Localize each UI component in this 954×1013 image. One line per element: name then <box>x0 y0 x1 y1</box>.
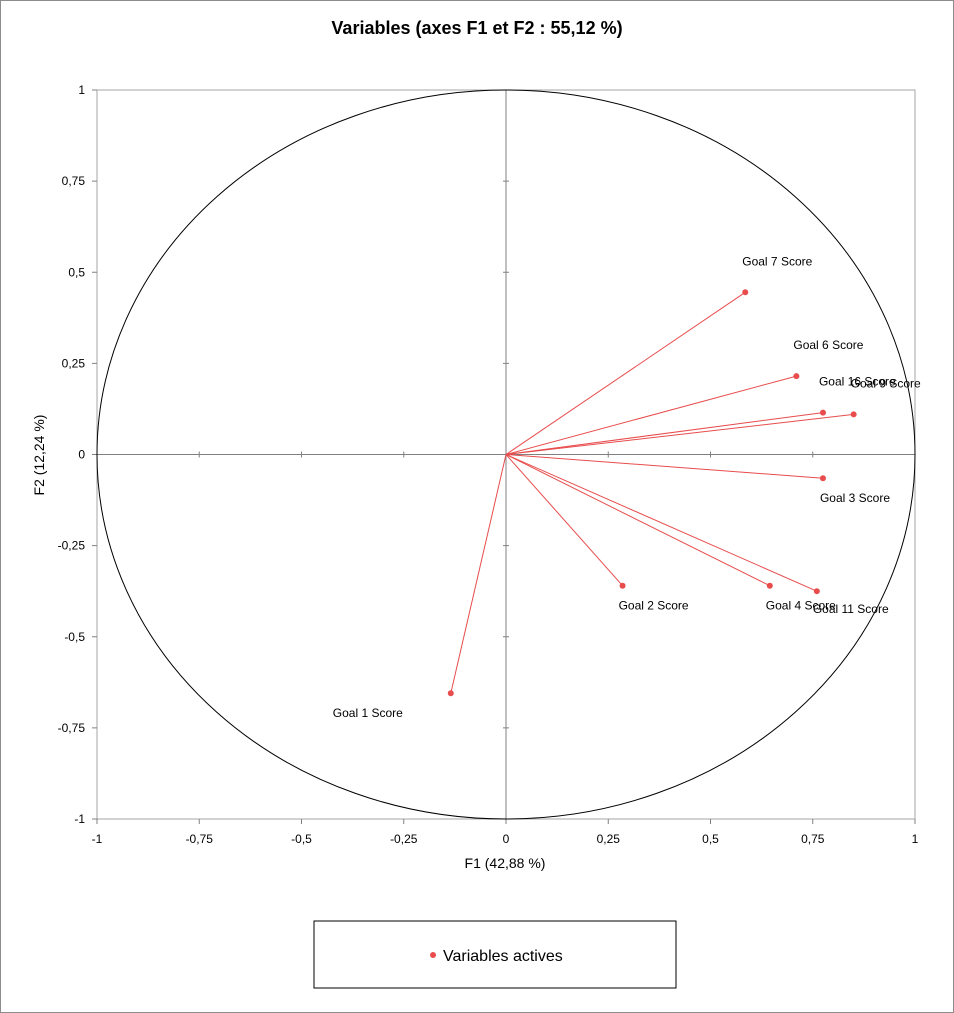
vector-line <box>505 454 824 479</box>
y-tick-label: 0,25 <box>62 356 86 370</box>
data-point <box>742 289 749 296</box>
vector-line <box>505 412 824 455</box>
axes: -1 -0,75 -0,5 -0,25 0 0,25 0,5 0,75 1 1 0,75 0,5 0,2… <box>58 83 919 846</box>
legend-marker <box>430 952 436 958</box>
point-label: Goal 9 Score <box>851 376 921 390</box>
point-labels: Goal 1 Score Goal 2 Score Goal 3 Score Goal… <box>333 254 921 720</box>
data-points <box>447 289 857 697</box>
y-tick-label: 0 <box>78 448 85 462</box>
point-label: Goal 7 Score <box>742 254 812 268</box>
y-tick-label: -1 <box>74 812 85 826</box>
vector-line <box>505 454 623 587</box>
x-tick-label: 0,75 <box>801 832 825 846</box>
point-label: Goal 6 Score <box>793 338 863 352</box>
correlation-circle <box>96 89 916 820</box>
x-tick-label: 1 <box>912 832 919 846</box>
x-tick-label: 0,5 <box>702 832 719 846</box>
y-tick-label: -0,25 <box>58 539 86 553</box>
x-tick-label: 0,25 <box>597 832 621 846</box>
chart-title: Variables (axes F1 et F2 : 55,12 %) <box>331 18 622 38</box>
y-tick-label: -0,5 <box>64 630 85 644</box>
point-label: Goal 2 Score <box>619 599 689 613</box>
y-tick-label: 1 <box>78 83 85 97</box>
legend: Variables actives <box>313 920 677 989</box>
y-tick-label: 0,75 <box>62 174 86 188</box>
x-tick-label: -0,25 <box>390 832 418 846</box>
x-tick-label: -0,5 <box>291 832 312 846</box>
x-axis-label: F1 (42,88 %) <box>465 855 546 871</box>
data-point <box>850 411 857 418</box>
vector-line <box>505 291 746 455</box>
data-point <box>619 582 626 589</box>
point-label: Goal 16 Score <box>819 375 896 389</box>
data-point <box>793 373 800 380</box>
vector-line <box>450 454 507 694</box>
vector-line <box>505 413 854 455</box>
x-tick-label: -1 <box>92 832 103 846</box>
data-point <box>766 582 773 589</box>
y-tick-label: 0,5 <box>68 265 85 279</box>
vectors <box>450 291 854 694</box>
y-tick-label: -0,75 <box>58 721 86 735</box>
data-point <box>819 475 826 482</box>
point-label: Goal 3 Score <box>820 491 890 505</box>
point-label: Goal 1 Score <box>333 706 403 720</box>
y-axis-label: F2 (12,24 %) <box>31 415 47 496</box>
data-point <box>813 588 820 595</box>
vector-line <box>505 454 818 592</box>
point-label: Goal 4 Score <box>766 599 836 613</box>
data-point <box>447 690 454 697</box>
legend-label: Variables actives <box>443 948 563 965</box>
vector-line <box>505 375 797 455</box>
data-point <box>819 409 826 416</box>
vector-line <box>505 454 771 587</box>
x-tick-label: -0,75 <box>186 832 214 846</box>
legend-box <box>313 920 677 989</box>
point-label: Goal 11 Score <box>813 602 889 616</box>
x-tick-label: 0 <box>503 832 510 846</box>
